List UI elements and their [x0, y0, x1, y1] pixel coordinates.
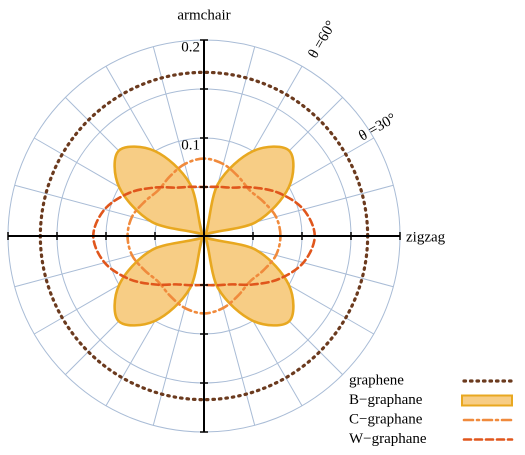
legend-label: C−graphane — [349, 411, 423, 427]
legend: graphene B−graphane C−graphane W−graphane — [349, 372, 514, 447]
annotation: θ =60° — [305, 18, 339, 61]
r-tick-label: 0.2 — [181, 39, 200, 55]
legend-label: W−graphane — [349, 431, 427, 447]
legend-label: graphene — [349, 372, 404, 388]
annotation: θ =30° — [356, 110, 399, 144]
legend-label: B−graphane — [349, 392, 423, 408]
axes: 0.1 0.2 — [7, 39, 401, 433]
radial-axis-label: armchair — [177, 7, 230, 23]
angular-axis-label: zigzag — [406, 229, 446, 245]
r-tick-label: 0.1 — [181, 137, 200, 153]
legend-swatch — [461, 394, 513, 407]
